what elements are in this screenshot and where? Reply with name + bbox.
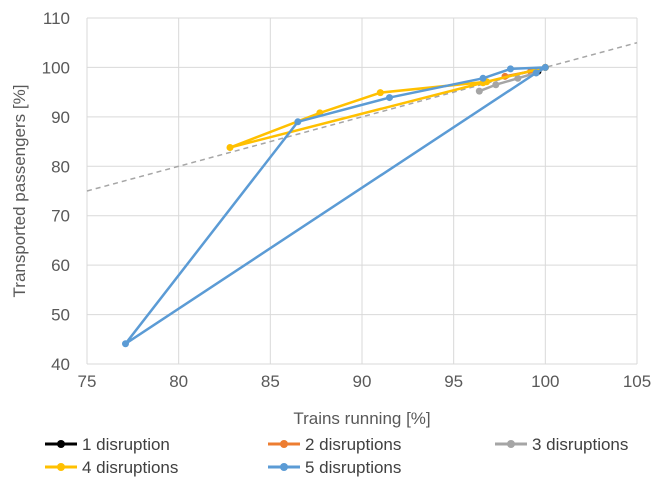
- data-point: [507, 65, 514, 73]
- data-point: [514, 74, 522, 82]
- y-tick-label: 90: [51, 108, 70, 127]
- y-axis-title: Transported passengers [%]: [10, 85, 29, 298]
- x-tick-label: 85: [261, 372, 280, 391]
- data-point: [122, 340, 129, 348]
- y-tick-label: 60: [51, 256, 70, 275]
- legend-label: 2 disruptions: [305, 435, 401, 454]
- legend: 1 disruption 2 disruptions 3 disruptions 4 …: [45, 435, 628, 477]
- x-tick-label: 80: [169, 372, 188, 391]
- y-tick-label: 50: [51, 306, 70, 325]
- data-point: [479, 74, 487, 82]
- legend-marker: [507, 440, 515, 448]
- y-tick-label: 70: [51, 207, 70, 226]
- y-tick-label: 80: [51, 157, 70, 176]
- x-tick-label: 100: [531, 372, 559, 391]
- series-layer: [122, 63, 549, 348]
- series-4: [226, 63, 549, 152]
- data-point: [376, 89, 384, 97]
- legend-label: 4 disruptions: [82, 458, 178, 477]
- x-axis-title: Trains running [%]: [293, 409, 430, 428]
- series-line: [229, 66, 547, 149]
- y-tick-label: 110: [43, 9, 70, 28]
- legend-marker: [57, 440, 65, 448]
- legend-label: 3 disruptions: [532, 435, 628, 454]
- reference-line: [86, 41, 638, 192]
- legend-item: 3 disruptions: [495, 435, 628, 454]
- tick-labels: 75 80 85 90 95 100 105 40 50 60 70 80 90 100 110: [42, 9, 652, 391]
- series-5: [122, 63, 549, 348]
- y-tick-label: 100: [42, 58, 70, 77]
- x-tick-label: 75: [78, 372, 97, 391]
- data-point: [294, 118, 302, 126]
- data-point: [532, 69, 540, 77]
- legend-item: 5 disruptions: [268, 458, 401, 477]
- legend-label: 5 disruptions: [305, 458, 401, 477]
- data-point: [386, 94, 393, 102]
- x-tick-label: 95: [444, 372, 463, 391]
- legend-marker: [57, 463, 65, 471]
- data-point: [492, 81, 500, 89]
- data-point: [226, 144, 234, 152]
- reference-diagonal: [86, 41, 638, 192]
- legend-marker: [280, 463, 288, 471]
- legend-item: 1 disruption: [45, 435, 170, 454]
- legend-item: 2 disruptions: [268, 435, 401, 454]
- y-tick-label: 40: [51, 355, 70, 374]
- legend-label: 1 disruption: [82, 435, 170, 454]
- data-point: [475, 87, 483, 95]
- legend-marker: [280, 440, 288, 448]
- grid: [86, 17, 638, 365]
- x-tick-label: 105: [623, 372, 651, 391]
- x-tick-label: 90: [353, 372, 372, 391]
- legend-item: 4 disruptions: [45, 458, 178, 477]
- data-point: [541, 63, 549, 71]
